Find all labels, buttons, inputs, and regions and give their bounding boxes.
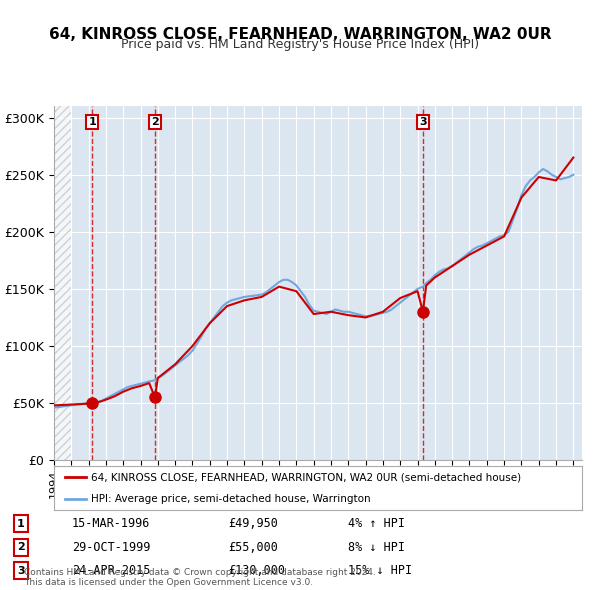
Text: HPI: Average price, semi-detached house, Warrington: HPI: Average price, semi-detached house,… xyxy=(91,494,371,504)
Text: 24-APR-2015: 24-APR-2015 xyxy=(72,564,151,578)
Text: 64, KINROSS CLOSE, FEARNHEAD, WARRINGTON, WA2 0UR (semi-detached house): 64, KINROSS CLOSE, FEARNHEAD, WARRINGTON… xyxy=(91,472,521,482)
Text: 1: 1 xyxy=(88,117,96,127)
Text: 1: 1 xyxy=(17,519,25,529)
Text: £49,950: £49,950 xyxy=(228,517,278,530)
Text: 4% ↑ HPI: 4% ↑ HPI xyxy=(348,517,405,530)
Text: 2: 2 xyxy=(151,117,159,127)
Text: 3: 3 xyxy=(419,117,427,127)
Text: 3: 3 xyxy=(17,566,25,576)
Bar xyxy=(54,106,71,460)
Text: £55,000: £55,000 xyxy=(228,540,278,554)
Text: 15% ↓ HPI: 15% ↓ HPI xyxy=(348,564,412,578)
Text: Price paid vs. HM Land Registry's House Price Index (HPI): Price paid vs. HM Land Registry's House … xyxy=(121,38,479,51)
Text: 2: 2 xyxy=(17,542,25,552)
Text: 8% ↓ HPI: 8% ↓ HPI xyxy=(348,540,405,554)
Text: Contains HM Land Registry data © Crown copyright and database right 2024.
This d: Contains HM Land Registry data © Crown c… xyxy=(24,568,376,587)
Bar xyxy=(54,106,71,460)
Text: £130,000: £130,000 xyxy=(228,564,285,578)
Text: 15-MAR-1996: 15-MAR-1996 xyxy=(72,517,151,530)
Text: 64, KINROSS CLOSE, FEARNHEAD, WARRINGTON, WA2 0UR: 64, KINROSS CLOSE, FEARNHEAD, WARRINGTON… xyxy=(49,27,551,41)
Text: 29-OCT-1999: 29-OCT-1999 xyxy=(72,540,151,554)
